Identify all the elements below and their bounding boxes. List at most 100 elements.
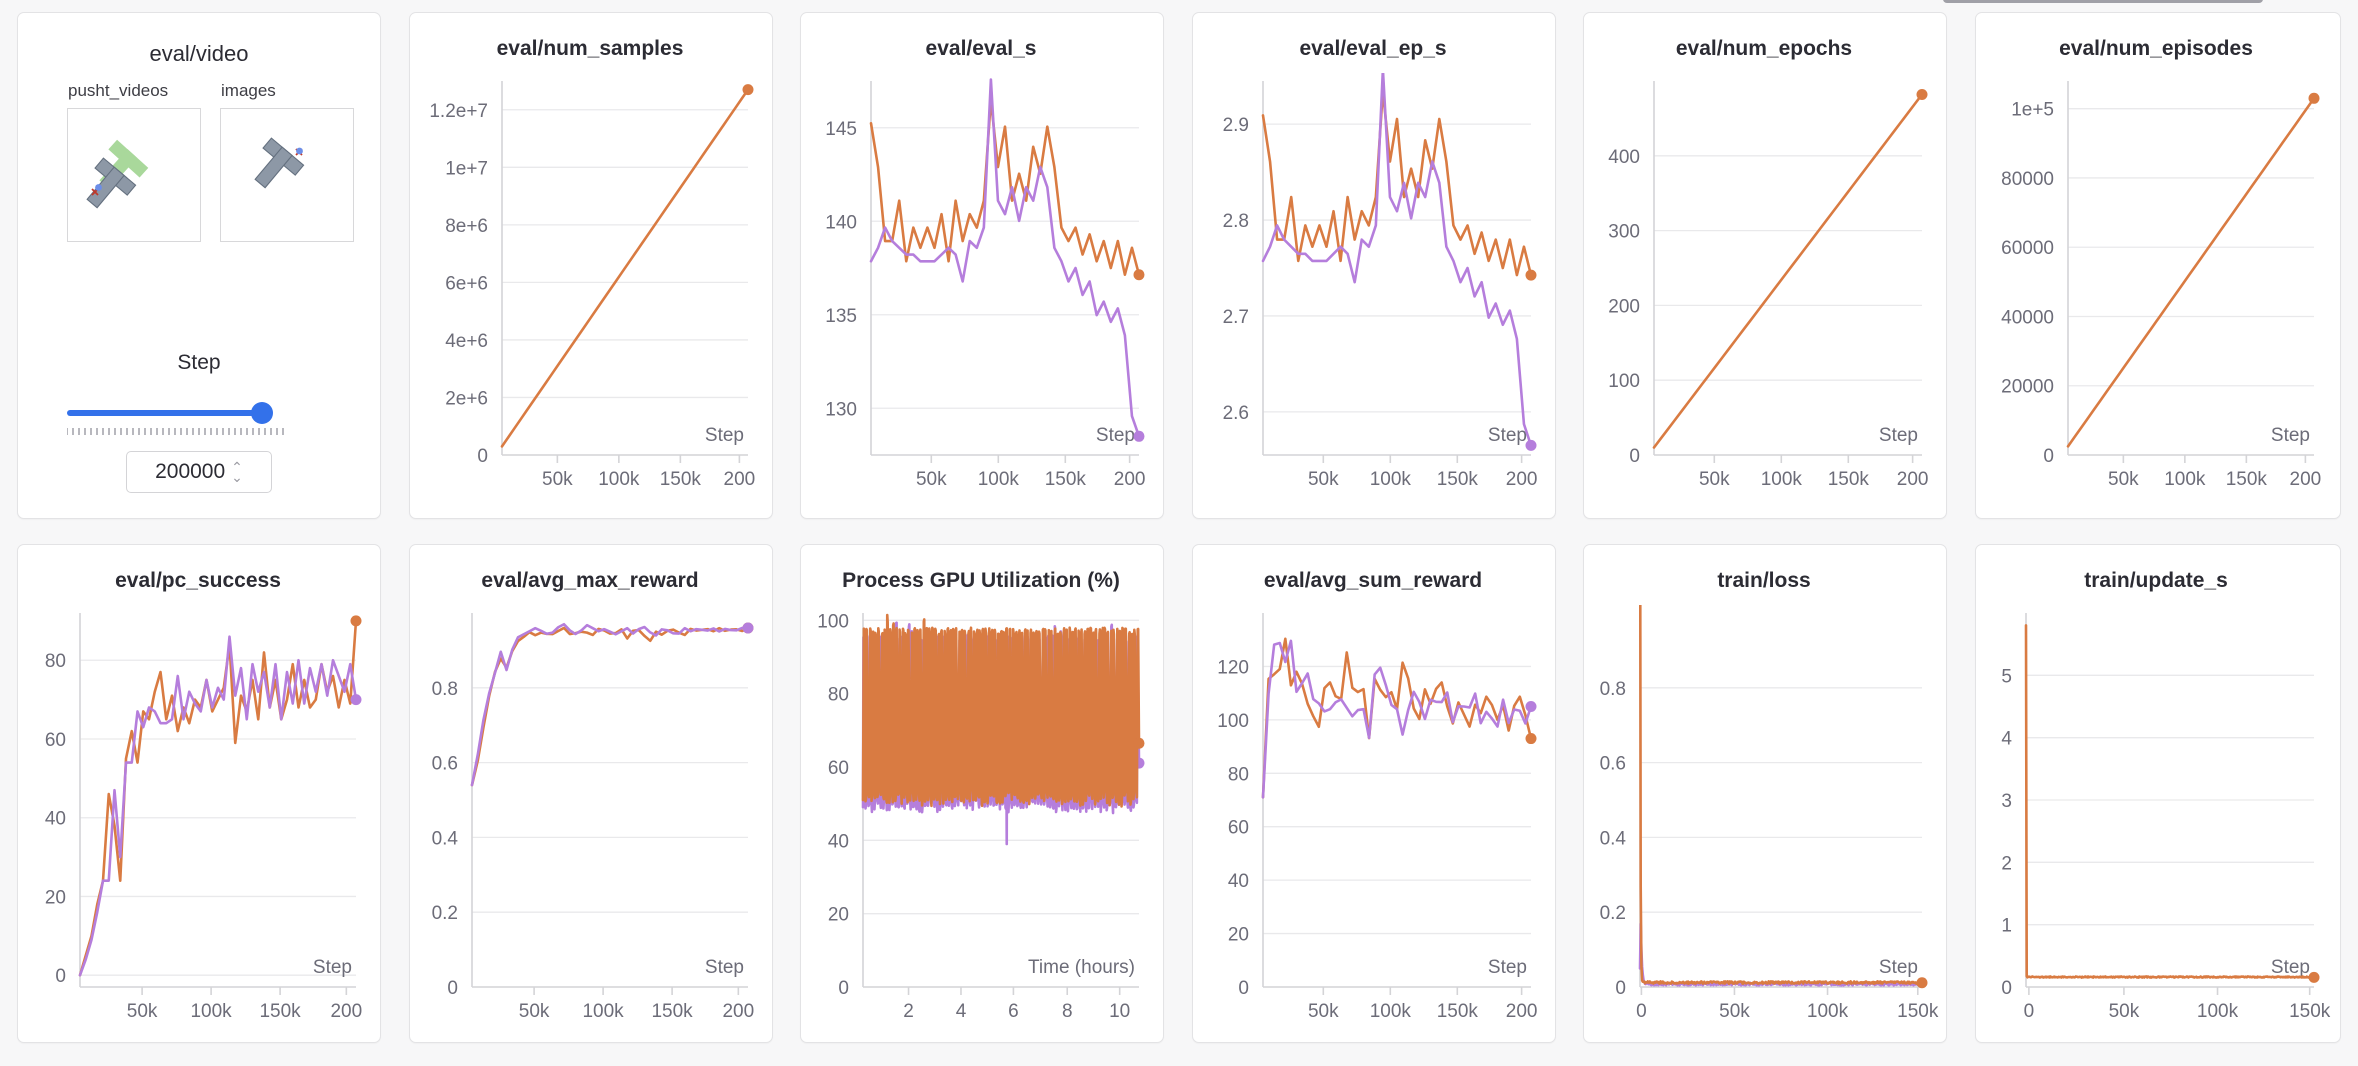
svg-text:20: 20 xyxy=(1228,925,1249,946)
svg-text:100k: 100k xyxy=(582,1001,624,1022)
svg-text:40: 40 xyxy=(828,831,849,852)
svg-text:80: 80 xyxy=(1228,764,1249,785)
svg-text:Step: Step xyxy=(705,957,744,978)
svg-text:40: 40 xyxy=(45,809,66,830)
svg-text:50k: 50k xyxy=(1719,1001,1750,1022)
svg-text:100k: 100k xyxy=(2197,1001,2239,1022)
svg-text:train/loss: train/loss xyxy=(1717,569,1810,592)
svg-text:200: 200 xyxy=(724,469,756,490)
svg-text:130: 130 xyxy=(825,399,857,420)
svg-text:Step: Step xyxy=(1096,425,1135,446)
svg-text:150k: 150k xyxy=(651,1001,693,1022)
svg-text:Step: Step xyxy=(1488,957,1527,978)
svg-text:60000: 60000 xyxy=(2001,238,2054,259)
svg-text:2.7: 2.7 xyxy=(1223,307,1249,328)
svg-text:0.4: 0.4 xyxy=(1600,828,1627,849)
svg-text:6: 6 xyxy=(1008,1001,1019,1022)
svg-text:0: 0 xyxy=(1636,1001,1647,1022)
svg-text:100k: 100k xyxy=(1370,1001,1412,1022)
svg-text:145: 145 xyxy=(825,119,857,140)
svg-text:20: 20 xyxy=(45,887,66,908)
svg-text:50k: 50k xyxy=(2108,469,2139,490)
svg-text:Step: Step xyxy=(705,425,744,446)
svg-text:100k: 100k xyxy=(978,469,1020,490)
svg-text:20000: 20000 xyxy=(2001,377,2054,398)
svg-text:80: 80 xyxy=(45,651,66,672)
svg-text:50k: 50k xyxy=(127,1001,158,1022)
svg-text:4: 4 xyxy=(956,1001,967,1022)
svg-text:100: 100 xyxy=(1217,711,1249,732)
svg-text:eval/pc_success: eval/pc_success xyxy=(115,569,281,592)
svg-text:1e+5: 1e+5 xyxy=(2011,100,2054,121)
svg-text:2.6: 2.6 xyxy=(1223,403,1249,424)
svg-text:Time (hours): Time (hours) xyxy=(1028,957,1135,978)
svg-text:1: 1 xyxy=(2001,916,2012,937)
svg-text:Step: Step xyxy=(1488,425,1527,446)
svg-text:4: 4 xyxy=(2001,729,2012,750)
svg-text:0: 0 xyxy=(2001,978,2012,999)
svg-text:eval/num_episodes: eval/num_episodes xyxy=(2059,37,2253,60)
svg-text:0: 0 xyxy=(55,966,66,987)
svg-text:eval/eval_ep_s: eval/eval_ep_s xyxy=(1299,37,1446,60)
svg-text:150k: 150k xyxy=(1045,469,1087,490)
svg-text:0: 0 xyxy=(1238,978,1249,999)
svg-text:150k: 150k xyxy=(2226,469,2268,490)
svg-text:0: 0 xyxy=(1615,978,1626,999)
svg-text:150k: 150k xyxy=(1437,469,1479,490)
svg-text:100k: 100k xyxy=(598,469,640,490)
svg-text:Step: Step xyxy=(2271,957,2310,978)
svg-text:80: 80 xyxy=(828,685,849,706)
svg-text:300: 300 xyxy=(1608,222,1640,243)
svg-text:50k: 50k xyxy=(519,1001,550,1022)
svg-text:2.8: 2.8 xyxy=(1223,211,1249,232)
svg-text:Step: Step xyxy=(1879,957,1918,978)
svg-text:60: 60 xyxy=(1228,818,1249,839)
svg-text:200: 200 xyxy=(722,1001,754,1022)
svg-text:50k: 50k xyxy=(916,469,947,490)
svg-text:60: 60 xyxy=(828,758,849,779)
svg-text:200: 200 xyxy=(2290,469,2322,490)
svg-text:1.2e+7: 1.2e+7 xyxy=(429,101,488,122)
svg-text:40: 40 xyxy=(1228,871,1249,892)
svg-text:0: 0 xyxy=(477,446,488,467)
svg-text:40000: 40000 xyxy=(2001,307,2054,328)
svg-text:6e+6: 6e+6 xyxy=(445,273,488,294)
svg-text:135: 135 xyxy=(825,306,857,327)
svg-text:50k: 50k xyxy=(2109,1001,2140,1022)
svg-text:2: 2 xyxy=(903,1001,914,1022)
svg-text:50k: 50k xyxy=(1308,469,1339,490)
svg-text:150k: 150k xyxy=(1437,1001,1479,1022)
svg-text:8e+6: 8e+6 xyxy=(445,216,488,237)
svg-text:140: 140 xyxy=(825,212,857,233)
svg-text:200: 200 xyxy=(1506,469,1538,490)
svg-text:train/update_s: train/update_s xyxy=(2084,569,2228,592)
svg-text:60: 60 xyxy=(45,730,66,751)
svg-text:150k: 150k xyxy=(1828,469,1870,490)
svg-text:100k: 100k xyxy=(1370,469,1412,490)
svg-text:100k: 100k xyxy=(190,1001,232,1022)
svg-text:20: 20 xyxy=(828,905,849,926)
svg-text:120: 120 xyxy=(1217,657,1249,678)
svg-text:150k: 150k xyxy=(259,1001,301,1022)
svg-text:200: 200 xyxy=(1608,296,1640,317)
svg-text:eval/num_epochs: eval/num_epochs xyxy=(1676,37,1852,60)
svg-text:0.2: 0.2 xyxy=(1600,903,1626,924)
svg-text:Step: Step xyxy=(2271,425,2310,446)
svg-text:50k: 50k xyxy=(1308,1001,1339,1022)
svg-text:150k: 150k xyxy=(1897,1001,1939,1022)
svg-text:5: 5 xyxy=(2001,666,2012,687)
svg-text:150k: 150k xyxy=(660,469,702,490)
svg-text:50k: 50k xyxy=(542,469,573,490)
svg-text:0.2: 0.2 xyxy=(432,903,458,924)
svg-text:100k: 100k xyxy=(1807,1001,1849,1022)
svg-text:0: 0 xyxy=(447,978,458,999)
svg-text:3: 3 xyxy=(2001,791,2012,812)
svg-text:200: 200 xyxy=(1897,469,1929,490)
svg-text:0.8: 0.8 xyxy=(432,679,458,700)
svg-text:100: 100 xyxy=(1608,371,1640,392)
svg-text:4e+6: 4e+6 xyxy=(445,331,488,352)
svg-text:0.8: 0.8 xyxy=(1600,679,1626,700)
svg-text:200: 200 xyxy=(1506,1001,1538,1022)
svg-text:eval/eval_s: eval/eval_s xyxy=(926,37,1037,60)
svg-text:200: 200 xyxy=(330,1001,362,1022)
